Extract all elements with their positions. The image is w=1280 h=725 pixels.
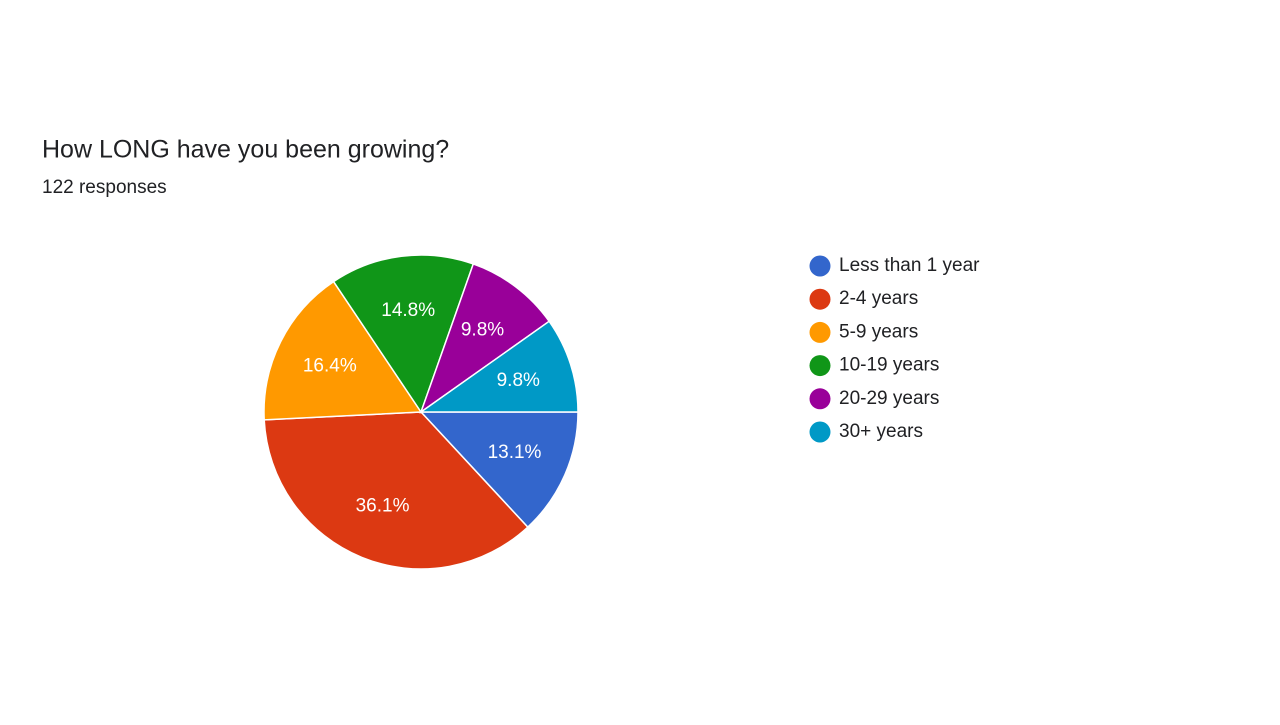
slice-label: 9.8% xyxy=(461,320,504,341)
legend-swatch xyxy=(809,321,831,343)
legend-label: 20-29 years xyxy=(839,388,939,409)
chart-subtitle: 122 responses xyxy=(42,177,167,198)
legend-label: 30+ years xyxy=(839,421,923,442)
legend-swatch xyxy=(809,388,831,410)
legend-swatch xyxy=(809,421,831,443)
slice-label: 14.8% xyxy=(381,300,435,321)
pie-slice xyxy=(419,411,579,529)
legend-label: Less than 1 year xyxy=(839,255,980,276)
slice-label: 9.8% xyxy=(497,370,540,391)
pie-slice xyxy=(332,254,475,414)
slice-label: 36.1% xyxy=(356,496,410,517)
legend-swatch xyxy=(809,255,831,277)
legend-swatch xyxy=(809,288,831,310)
slice-label: 16.4% xyxy=(303,355,357,376)
pie-slice xyxy=(263,411,529,570)
pie-slice xyxy=(419,262,551,414)
chart-title: How LONG have you been growing? xyxy=(42,136,449,164)
pie-slice xyxy=(418,320,579,413)
pie-slice xyxy=(263,280,423,421)
legend-label: 2-4 years xyxy=(839,288,918,309)
legend-label: 10-19 years xyxy=(839,355,939,376)
slice-label: 13.1% xyxy=(488,442,542,463)
legend-label: 5-9 years xyxy=(839,321,918,342)
legend-swatch xyxy=(809,355,831,377)
